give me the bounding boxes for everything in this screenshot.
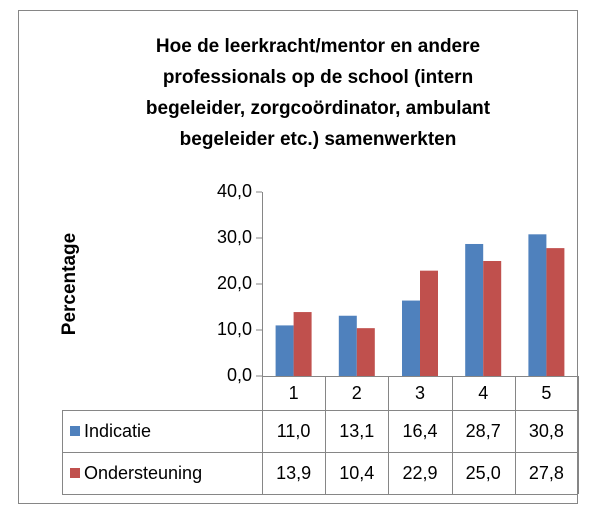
bar [465,243,484,376]
bar [546,248,565,376]
y-axis-label: Percentage [59,233,80,335]
chart-title: begeleider, zorgcoördinator, ambulant [146,98,491,119]
chart-title: Hoe de leerkracht/mentor en andere [156,36,480,57]
x-tick-label: 4 [478,383,488,403]
legend-label: Indicatie [84,421,151,441]
y-tick-label: 10,0 [217,319,252,339]
table-value: 22,9 [402,463,437,483]
bar [420,270,438,376]
table-value: 10,4 [339,463,374,483]
bar [293,312,312,376]
table-value: 27,8 [529,463,564,483]
table-value: 13,1 [339,421,374,441]
legend-label: Ondersteuning [84,463,202,483]
y-tick-label: 30,0 [217,227,252,247]
bar [338,315,357,376]
x-tick-label: 2 [352,383,362,403]
y-tick-label: 20,0 [217,273,252,293]
legend-key [70,468,80,478]
x-tick-label: 5 [541,383,551,403]
bar [402,300,420,376]
table-value: 16,4 [402,421,437,441]
y-tick-label: 40,0 [217,181,252,201]
chart-title: begeleider etc.) samenwerkten [180,129,457,150]
x-tick-label: 1 [289,383,299,403]
x-tick-label: 3 [415,383,425,403]
bar [356,328,375,376]
table-value: 13,9 [276,463,311,483]
table-value: 11,0 [277,421,311,441]
legend-key [70,426,80,436]
bar [275,325,294,376]
table-value: 30,8 [529,421,564,441]
chart-title: professionals op de school (intern [163,67,473,88]
bar [483,261,502,376]
table-value: 25,0 [466,463,501,483]
bar [528,234,547,376]
y-tick-label: 0,0 [227,365,252,385]
table-value: 28,7 [466,421,501,441]
chart-border [18,10,578,504]
